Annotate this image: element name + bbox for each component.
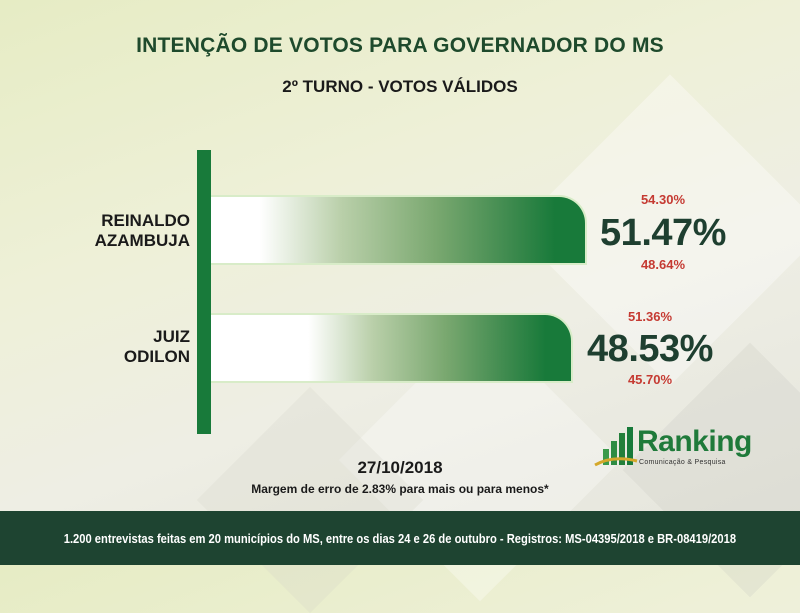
y-axis-bar [197,150,211,434]
chart-subtitle: 2º TURNO - VOTOS VÁLIDOS [282,77,518,96]
vote-percentage: 48.53% [587,328,713,370]
poll-date: 27/10/2018 [357,458,443,477]
upper-range: 51.36% [627,309,673,324]
lower-range: 48.64% [640,257,686,272]
vote-bar [211,313,573,383]
upper-range: 54.30% [640,192,686,207]
logo-wordmark: Ranking [637,425,752,458]
chart-title: INTENÇÃO DE VOTOS PARA GOVERNADOR DO MS [136,34,664,57]
vote-percentage: 51.47% [600,212,726,254]
bar-chart-swoosh-icon [594,427,638,467]
candidate-name: JUIZ ODILON [123,327,190,366]
vote-bar [211,195,587,265]
margin-of-error: Margem de erro de 2.83% para mais ou par… [251,482,549,496]
footer-banner: 1.200 entrevistas feitas em 20 município… [0,511,800,565]
lower-range: 45.70% [627,372,673,387]
ranking-logo: Ranking Comunicação & Pesquisa [593,425,752,475]
logo-tagline: Comunicação & Pesquisa [639,459,726,466]
footer-text: 1.200 entrevistas feitas em 20 município… [63,530,737,546]
candidate-name: REINALDO AZAMBUJA [94,211,190,250]
